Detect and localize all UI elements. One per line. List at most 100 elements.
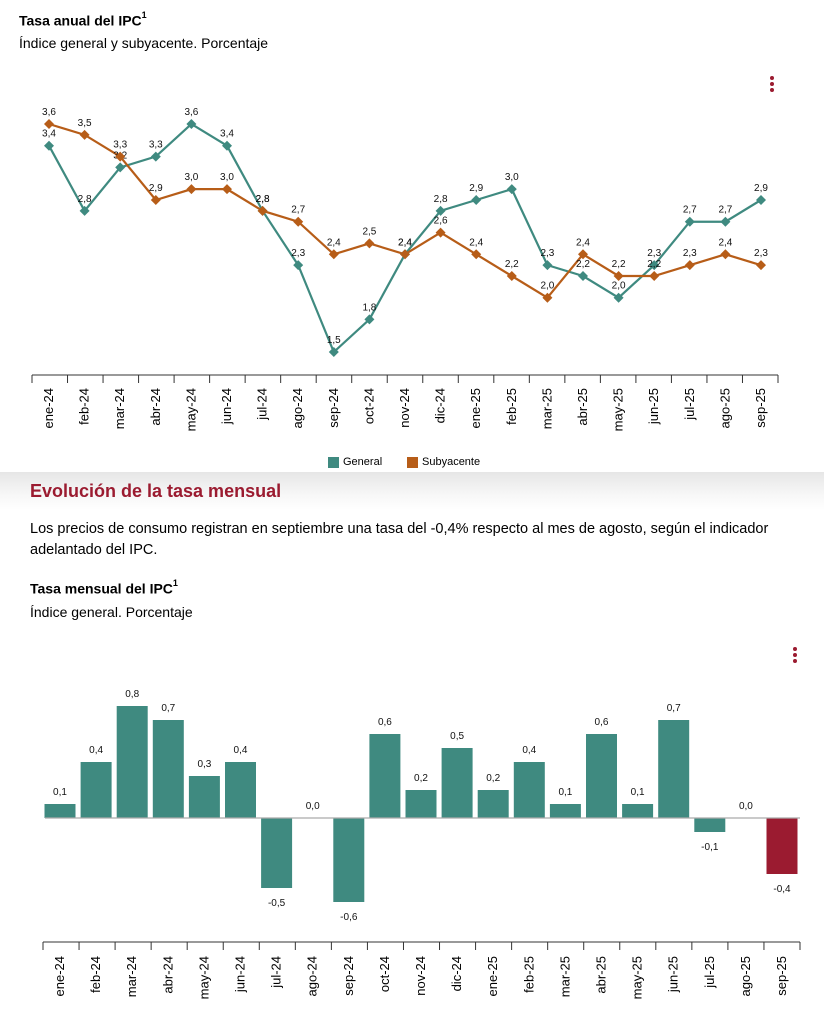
- label-general-jun-25: 2,3: [647, 248, 661, 259]
- point-general-sep-25: [756, 195, 766, 205]
- bar-label-jun-24: 0,4: [234, 745, 248, 756]
- monthly-chart-subtitle: Índice general. Porcentaje: [30, 604, 193, 620]
- label-subyacente-sep-25: 2,3: [754, 248, 768, 259]
- bar-mar-24: [116, 706, 148, 818]
- point-general-ago-24: [293, 260, 304, 271]
- point-general-sep-24: [328, 347, 339, 357]
- point-general-dic-24: [435, 205, 446, 216]
- point-subyacente-oct-24: [364, 238, 375, 249]
- bar-label-mar-25: 0,1: [558, 787, 572, 798]
- bar-label-jul-24: -0,5: [268, 898, 286, 909]
- bar-sep-24: [333, 818, 365, 902]
- monthly-chart-title: Tasa mensual del IPC1: [30, 578, 178, 597]
- label-subyacente-feb-25: 2,2: [505, 259, 519, 270]
- monthly-x-tick-label-ene-24: ene-24: [52, 956, 67, 996]
- monthly-x-tick-label-nov-24: nov-24: [413, 956, 428, 996]
- label-subyacente-jul-25: 2,3: [683, 248, 697, 259]
- section-paragraph: Los precios de consumo registran en sept…: [30, 521, 769, 558]
- bar-label-jun-25: 0,7: [667, 703, 681, 714]
- annual-x-tick-label-ago-24: ago-24: [290, 388, 305, 428]
- label-general-jul-25: 2,7: [683, 205, 697, 216]
- annual-x-tick-label-may-24: may-24: [183, 388, 198, 431]
- monthly-chart-menu-icon[interactable]: [792, 646, 798, 665]
- monthly-x-tick-label-dic-24: dic-24: [449, 956, 464, 991]
- legend-subyacente[interactable]: Subyacente: [407, 456, 480, 468]
- label-subyacente-abr-24: 2,9: [149, 183, 163, 194]
- bar-label-abr-25: 0,6: [595, 717, 609, 728]
- point-general-feb-25: [506, 184, 517, 195]
- point-general-abr-24: [150, 151, 161, 162]
- point-general-ago-25: [720, 216, 731, 227]
- annual-x-tick-label-abr-24: abr-24: [148, 388, 163, 426]
- bar-mar-25: [549, 804, 581, 818]
- annual-x-tick-label-jun-25: jun-25: [646, 388, 661, 425]
- legend-general[interactable]: General: [328, 456, 382, 468]
- monthly-x-tick-label-sep-24: sep-24: [341, 956, 356, 996]
- annual-line-chart: ene-24 feb-24 mar-24 abr-24 may-24 jun-24 jul-…: [31, 107, 779, 431]
- annual-chart-menu-icon[interactable]: [769, 75, 775, 94]
- bar-label-may-25: 0,1: [631, 787, 645, 798]
- bar-label-abr-24: 0,7: [161, 703, 175, 714]
- point-subyacente-sep-24: [328, 249, 339, 260]
- section-band: [0, 472, 824, 510]
- point-subyacente-ene-24: [44, 119, 54, 129]
- monthly-x-tick-label-abr-25: abr-25: [594, 956, 609, 994]
- label-subyacente-oct-24: 2,5: [362, 226, 376, 237]
- point-general-ene-24: [44, 140, 54, 151]
- point-subyacente-feb-24: [79, 129, 90, 140]
- label-subyacente-may-24: 3,0: [184, 172, 198, 183]
- point-subyacente-sep-25: [756, 260, 766, 271]
- bar-dic-24: [441, 748, 473, 818]
- bar-label-ago-25: 0,0: [739, 801, 753, 812]
- bar-label-mar-24: 0,8: [125, 689, 139, 700]
- point-general-oct-24: [364, 314, 375, 325]
- label-general-ago-24: 2,3: [291, 248, 305, 259]
- point-general-jun-25: [649, 260, 660, 271]
- point-subyacente-dic-24: [435, 227, 446, 238]
- legend-general-label: General: [343, 456, 383, 468]
- annual-x-tick-label-feb-24: feb-24: [77, 388, 92, 425]
- point-subyacente-mar-24: [115, 151, 126, 162]
- annual-x-tick-label-sep-24: sep-24: [326, 388, 341, 428]
- label-general-may-25: 2,0: [612, 281, 626, 292]
- point-subyacente-may-25: [613, 271, 624, 281]
- bar-label-ago-24: 0,0: [306, 801, 320, 812]
- label-general-ene-24: 3,4: [42, 129, 56, 140]
- label-subyacente-nov-24: 2,4: [398, 237, 412, 248]
- monthly-x-tick-label-jun-25: jun-25: [666, 956, 681, 993]
- label-subyacente-jun-24: 3,0: [220, 172, 234, 183]
- label-subyacente-sep-24: 2,4: [327, 237, 341, 248]
- monthly-x-tick-label-abr-24: abr-24: [160, 956, 175, 994]
- point-subyacente-jun-24: [222, 184, 232, 195]
- bar-label-sep-24: -0,6: [340, 912, 358, 923]
- annual-x-tick-label-mar-24: mar-24: [112, 388, 127, 429]
- annual-x-tick-label-oct-24: oct-24: [361, 388, 376, 424]
- label-subyacente-mar-25: 2,0: [540, 281, 554, 292]
- monthly-x-tick-label-jul-24: jul-24: [269, 956, 284, 989]
- monthly-x-tick-label-feb-24: feb-24: [88, 956, 103, 993]
- point-subyacente-abr-25: [578, 249, 588, 260]
- bar-feb-25: [513, 762, 545, 818]
- label-general-feb-24: 2,8: [78, 194, 92, 205]
- label-general-dic-24: 2,8: [434, 194, 448, 205]
- bar-jul-25: [694, 818, 726, 832]
- bar-label-oct-24: 0,6: [378, 717, 392, 728]
- annual-x-tick-label-nov-24: nov-24: [397, 388, 412, 428]
- point-general-abr-25: [578, 271, 588, 281]
- label-subyacente-jul-24: 2,8: [256, 194, 270, 205]
- label-general-oct-24: 1,8: [362, 302, 376, 313]
- bar-feb-24: [80, 762, 112, 818]
- bar-label-may-24: 0,3: [197, 759, 211, 770]
- bar-ene-25: [477, 790, 509, 818]
- bar-label-feb-25: 0,4: [522, 745, 536, 756]
- point-subyacente-jul-25: [684, 260, 695, 271]
- monthly-x-tick-label-sep-25: sep-25: [774, 956, 789, 996]
- point-subyacente-jun-25: [649, 271, 660, 281]
- point-subyacente-nov-24: [400, 249, 410, 260]
- point-general-jun-24: [222, 140, 232, 151]
- bar-jun-25: [658, 720, 690, 818]
- point-subyacente-jul-24: [257, 205, 268, 216]
- bar-label-ene-25: 0,2: [486, 773, 500, 784]
- monthly-x-tick-label-oct-24: oct-24: [377, 956, 392, 992]
- annual-chart-title: Tasa anual del IPC1: [19, 10, 147, 29]
